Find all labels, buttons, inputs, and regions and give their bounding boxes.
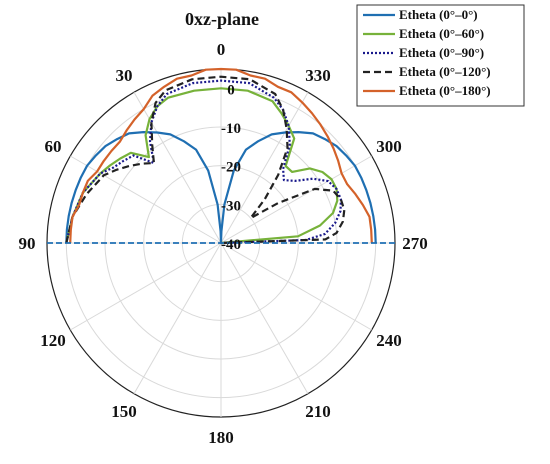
label-layer: 0xz-plane 0 30 60 90 120 150 180 210 240 270 300 33…	[19, 9, 428, 447]
radial-tick-label: 0	[227, 82, 235, 98]
series-line-2	[65, 87, 339, 245]
legend-box	[356, 4, 525, 107]
chart-title: 0xz-plane	[185, 9, 259, 29]
angle-tick-label: 270	[402, 234, 428, 253]
angle-tick-label: 120	[40, 331, 66, 350]
legend-entry: Etheta (0°–120°)	[399, 64, 491, 79]
grid-spoke	[220, 242, 309, 394]
grid-spoke	[133, 92, 222, 244]
angle-tick-label: 300	[376, 137, 402, 156]
angle-tick-label: 180	[208, 428, 234, 447]
grid-spoke	[220, 92, 309, 244]
series-line-3	[65, 79, 342, 245]
radial-tick-label: -20	[221, 160, 241, 176]
angle-tick-label: 30	[116, 66, 133, 85]
legend-entry: Etheta (0°–60°)	[399, 26, 484, 41]
radial-tick-label: -30	[221, 198, 241, 214]
angle-tick-label: 210	[305, 402, 331, 421]
grid-spoke	[133, 242, 222, 394]
angle-tick-label: 150	[111, 402, 137, 421]
series-line-5	[69, 67, 373, 244]
grid-spoke	[70, 242, 222, 331]
angle-tick-label: 90	[19, 234, 36, 253]
legend-entry: Etheta (0°–180°)	[399, 83, 491, 98]
radial-tick-label: -10	[221, 121, 241, 137]
legend-entry: Etheta (0°–90°)	[399, 45, 484, 60]
grid-spoke	[70, 155, 222, 244]
series-line-4	[65, 75, 346, 245]
angle-tick-label: 330	[305, 66, 331, 85]
angle-tick-label: 60	[44, 137, 61, 156]
grid-spoke	[220, 242, 372, 331]
angle-tick-label: 240	[376, 331, 402, 350]
legend: Etheta (0°–0°) Etheta (0°–60°) Etheta (0°–…	[356, 4, 525, 107]
angle-tick-label: 0	[217, 40, 226, 59]
grid-spoke	[220, 155, 372, 244]
series-layer	[47, 67, 395, 245]
legend-entry: Etheta (0°–0°)	[399, 7, 478, 22]
radial-tick-label: -40	[221, 237, 241, 253]
